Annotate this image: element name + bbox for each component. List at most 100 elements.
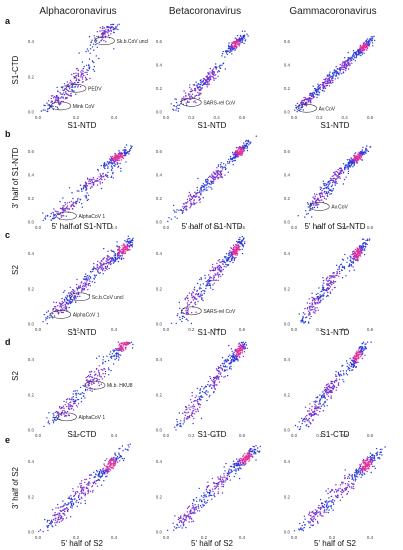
- data-point: [90, 382, 93, 384]
- data-point: [198, 89, 201, 92]
- data-point: [62, 215, 65, 217]
- data-point: [57, 108, 59, 110]
- data-point: [366, 239, 369, 242]
- data-point: [117, 155, 119, 158]
- data-point: [236, 46, 238, 48]
- data-point: [328, 79, 330, 82]
- data-point: [341, 277, 344, 279]
- data-point: [224, 375, 227, 377]
- data-point: [130, 147, 132, 150]
- data-point: [110, 33, 112, 35]
- data-point: [332, 275, 334, 278]
- data-point: [341, 365, 343, 367]
- data-point: [75, 501, 77, 503]
- data-point: [327, 287, 329, 289]
- data-point: [339, 63, 341, 66]
- data-point: [314, 88, 317, 90]
- data-point: [236, 154, 238, 156]
- data-point: [362, 48, 364, 50]
- data-point: [311, 405, 313, 408]
- data-point: [236, 350, 238, 352]
- data-point: [355, 255, 357, 257]
- data-point: [345, 66, 347, 68]
- data-point: [79, 295, 81, 297]
- data-point: [76, 289, 79, 291]
- data-point: [326, 405, 328, 407]
- data-point: [173, 109, 175, 111]
- data-point: [101, 27, 104, 30]
- data-point: [58, 521, 60, 523]
- data-point: [361, 245, 364, 247]
- data-point: [346, 64, 349, 67]
- data-point: [184, 202, 187, 204]
- data-point: [129, 238, 131, 240]
- data-point: [316, 206, 319, 208]
- data-point: [68, 300, 70, 302]
- data-point: [207, 72, 209, 74]
- data-point: [105, 260, 108, 262]
- annotation-label: SARS-rel CoV: [203, 309, 236, 315]
- annotation-label: SARS-rel CoV: [203, 100, 236, 106]
- data-point: [122, 149, 124, 152]
- data-point: [348, 64, 350, 66]
- data-point: [350, 257, 352, 259]
- data-point: [113, 29, 115, 31]
- data-point: [307, 310, 310, 312]
- data-point: [70, 86, 72, 88]
- data-point: [343, 166, 346, 168]
- data-point: [85, 286, 87, 288]
- xlabel-e-gamma: 5' half of S2: [314, 539, 357, 548]
- data-point: [352, 159, 354, 162]
- data-point: [109, 26, 111, 28]
- data-point: [55, 513, 57, 516]
- data-point: [334, 173, 336, 175]
- data-point: [321, 397, 323, 399]
- data-point: [356, 256, 358, 258]
- data-point: [237, 246, 239, 249]
- data-point: [68, 405, 70, 408]
- data-point: [96, 180, 98, 182]
- data-point: [326, 194, 329, 197]
- data-point: [76, 390, 78, 392]
- data-point: [183, 206, 186, 209]
- data-point: [348, 364, 350, 366]
- data-point: [55, 308, 58, 311]
- data-point: [238, 45, 240, 47]
- y-tick-label: 0.2: [28, 286, 35, 291]
- data-point: [337, 171, 339, 173]
- data-point: [360, 156, 363, 158]
- data-point: [359, 254, 361, 256]
- data-point: [304, 98, 307, 101]
- data-point: [93, 278, 95, 280]
- data-point: [63, 513, 65, 515]
- column-title-beta: Betacoronavirus: [169, 6, 241, 17]
- data-point: [46, 521, 48, 523]
- data-point: [319, 400, 321, 402]
- data-point: [336, 182, 338, 185]
- data-point: [47, 315, 49, 318]
- data-point: [77, 285, 80, 287]
- data-point: [311, 306, 313, 308]
- data-point: [337, 77, 339, 79]
- data-point: [90, 277, 92, 279]
- data-point: [53, 418, 56, 421]
- data-point: [216, 262, 218, 265]
- data-point: [89, 482, 91, 484]
- data-point: [221, 368, 224, 370]
- data-point: [170, 218, 173, 220]
- data-point: [63, 83, 66, 85]
- data-point: [241, 36, 243, 38]
- data-point: [209, 75, 211, 77]
- data-point: [189, 94, 191, 96]
- data-point: [107, 261, 109, 264]
- data-point: [81, 72, 83, 74]
- data-point: [196, 202, 198, 204]
- data-point: [310, 94, 312, 97]
- data-point: [122, 346, 124, 348]
- data-point: [221, 269, 223, 271]
- data-point: [85, 64, 88, 67]
- data-point: [345, 67, 348, 70]
- data-point: [237, 241, 240, 244]
- data-point: [58, 302, 61, 304]
- data-point: [53, 217, 55, 219]
